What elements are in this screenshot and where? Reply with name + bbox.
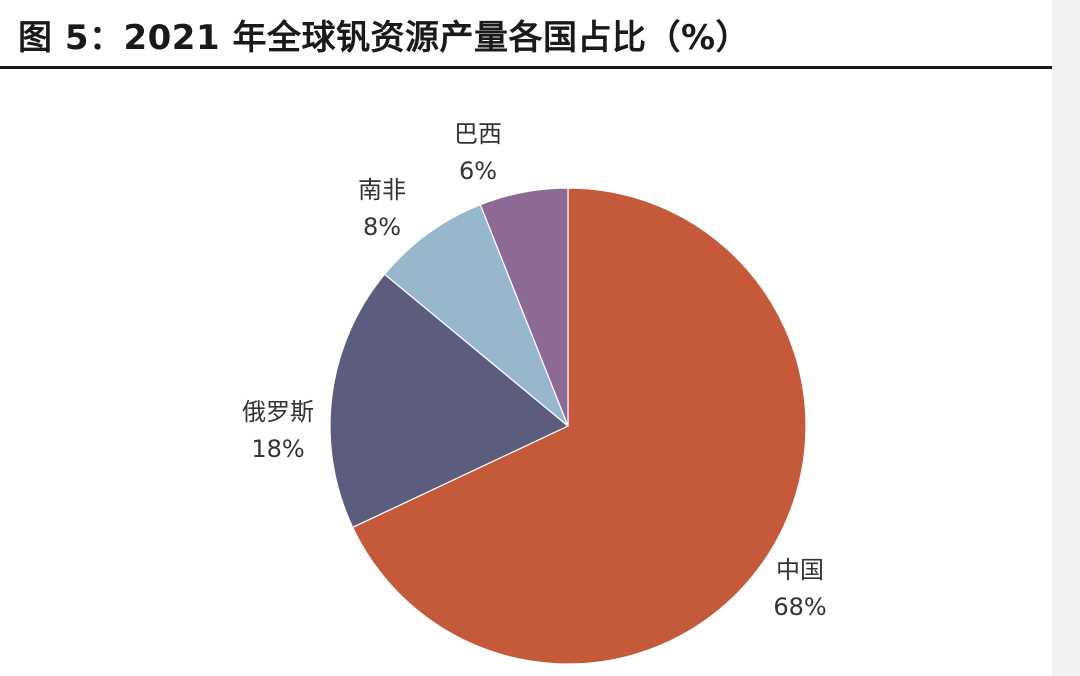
slice-value-label-2: 8% [363,213,401,241]
page-margin [1052,0,1080,676]
title-divider [0,66,1052,69]
pie-slice-1 [329,273,570,529]
slice-label-1: 俄罗斯 [242,398,314,426]
pie-slice-0 [351,187,807,665]
chart-title: 图 5：2021 年全球钒资源产量各国占比（%） [18,18,751,58]
pie-slice-2 [383,203,569,427]
slice-label-3: 巴西 [454,120,502,148]
pie-slice-3 [479,187,569,427]
slice-value-label-1: 18% [251,435,304,463]
slice-value-label-0: 68% [773,593,826,621]
slice-value-label-3: 6% [459,157,497,185]
slice-label-2: 南非 [358,176,406,204]
slice-label-0: 中国 [776,556,824,584]
